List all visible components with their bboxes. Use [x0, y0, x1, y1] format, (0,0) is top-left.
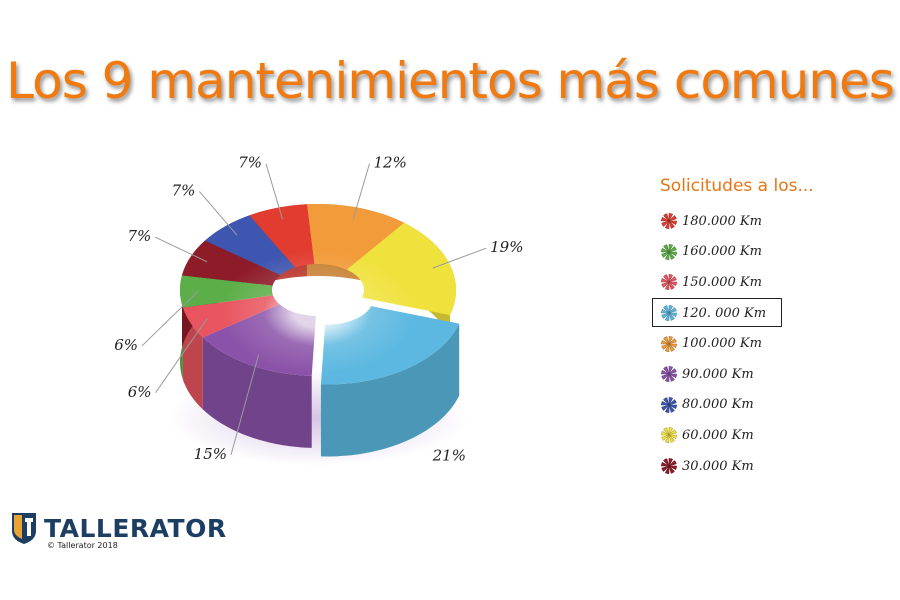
legend-swatch-icon	[661, 243, 677, 260]
slice-wall-3	[202, 337, 312, 448]
legend-item: 90.000 Km	[660, 359, 860, 390]
leader-line-5	[141, 290, 199, 347]
legend-swatch-icon	[661, 427, 677, 444]
legend-label: 60.000 Km	[682, 427, 754, 443]
legend-item: 180.000 Km	[660, 206, 860, 237]
legend: Solicitudes a los... 180.000 Km 160.000 K…	[652, 176, 860, 482]
data-label-7: 7%	[172, 181, 196, 199]
data-label-5: 6%	[114, 336, 138, 354]
legend-label: 150.000 Km	[682, 274, 762, 290]
legend-swatch-icon	[661, 213, 677, 230]
leader-line-8	[265, 163, 284, 220]
legend-item: 30.000 Km	[660, 451, 860, 482]
legend-swatch-icon	[661, 335, 677, 352]
page-title: Los 9 mantenimientos más comunes	[6, 52, 895, 110]
legend-label: 180.000 Km	[682, 213, 762, 229]
legend-label: 30.000 Km	[682, 458, 754, 474]
leader-line-6	[155, 236, 208, 263]
legend-label: 120. 000 Km	[682, 305, 767, 321]
data-label-0: 12%	[374, 154, 407, 172]
leader-line-4	[155, 318, 208, 394]
copyright-text: © Tallerator 2018	[47, 541, 118, 550]
legend-swatch-icon	[661, 396, 677, 413]
legend-item: 60.000 Km	[660, 420, 860, 451]
legend-label: 160.000 Km	[682, 244, 762, 260]
legend-label: 80.000 Km	[682, 397, 754, 413]
leader-line-1	[432, 247, 487, 269]
legend-swatch-icon	[661, 366, 677, 383]
data-label-3: 15%	[194, 445, 227, 463]
legend-item: 100.000 Km	[660, 328, 860, 359]
tallerator-logo-icon	[12, 513, 36, 544]
brand-name: TALLERATOR	[44, 513, 227, 543]
legend-label: 90.000 Km	[682, 366, 754, 382]
data-label-2: 21%	[432, 447, 466, 465]
chart-top-highlight	[220, 250, 416, 374]
legend-swatch-icon	[661, 458, 677, 474]
legend-label: 100.000 Km	[682, 336, 762, 352]
legend-item: 80.000 Km	[660, 390, 860, 421]
legend-title: Solicitudes a los...	[660, 176, 814, 196]
legend-item: 160.000 Km	[660, 237, 860, 268]
leader-line-7	[198, 191, 238, 236]
data-label-4: 6%	[128, 383, 152, 401]
tallerator-logo: TALLERATOR	[10, 511, 227, 545]
legend-item: 120. 000 Km	[652, 297, 860, 329]
data-label-6: 7%	[128, 227, 152, 245]
leader-line-3	[230, 354, 260, 456]
legend-swatch-icon	[661, 305, 677, 321]
legend-items: 180.000 Km 160.000 Km 150.000 Km 120. 000 K…	[652, 206, 860, 482]
legend-item: 150.000 Km	[660, 267, 860, 298]
slice-wall-2	[320, 323, 460, 457]
legend-swatch-icon	[661, 274, 677, 291]
data-label-1: 19%	[490, 238, 523, 256]
slice-wall-5	[180, 275, 183, 380]
leader-line-0	[352, 163, 370, 220]
data-label-8: 7%	[238, 154, 262, 172]
